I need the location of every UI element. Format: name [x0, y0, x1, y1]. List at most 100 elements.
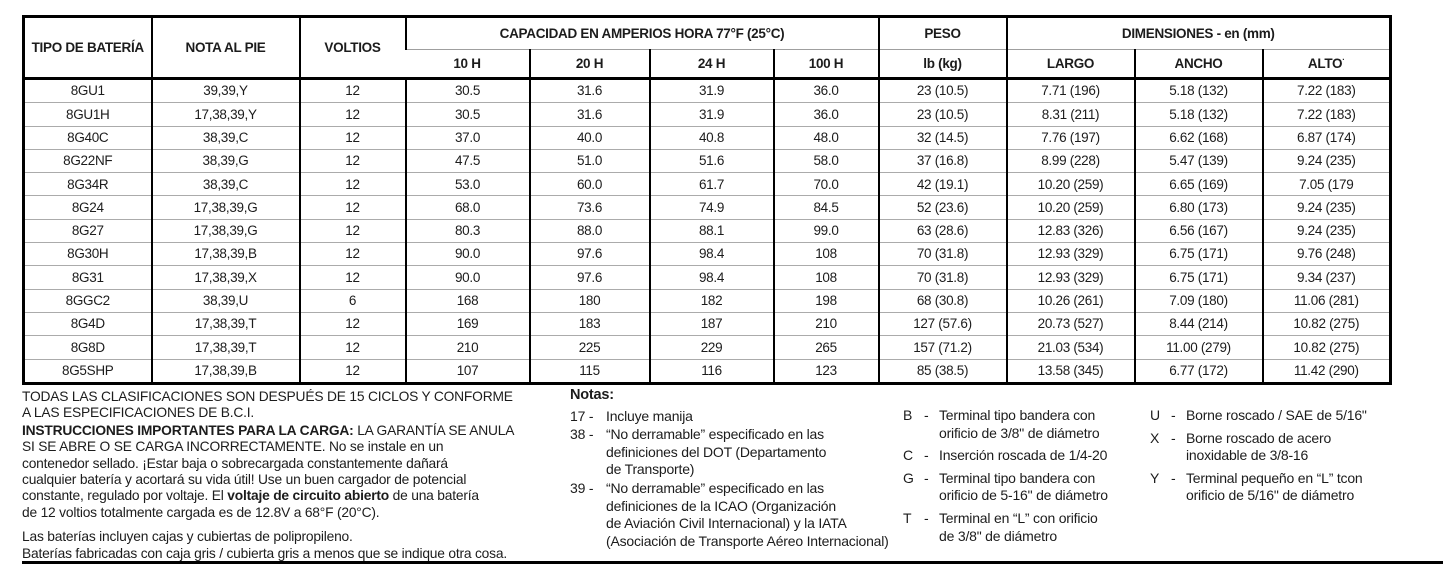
- cell-ancho: 7.09 (180): [1133, 288, 1263, 313]
- note-number: 39 -: [570, 479, 594, 496]
- table-row: 8GU1 39,39,Y 12 30.5 31.6 31.9 36.0 23 (10.5) 7.…: [23, 76, 1391, 103]
- cell-nota: 17,38,39,X: [150, 265, 300, 290]
- notes-list: 17 - Incluye manija 38 - “No derramable” es…: [570, 408, 922, 551]
- cell-c20: 115: [528, 358, 650, 384]
- cell-c10: 53.0: [404, 172, 530, 196]
- notes-title: Notas:: [570, 387, 614, 403]
- cell-peso: 37 (16.8): [877, 148, 1007, 173]
- cell-tipo: 8GGC2: [23, 288, 152, 313]
- cell-c20: 97.6: [528, 242, 650, 266]
- cell-ancho: 8.44 (214): [1133, 311, 1263, 336]
- terminal-legend-item: B - Terminal tipo bandera con orificio de …: [903, 407, 1150, 442]
- cell-largo: 10.20 (259): [1005, 195, 1135, 220]
- terminal-code-separator: -: [924, 509, 929, 526]
- cell-alto: 9.34 (237): [1261, 265, 1391, 290]
- cell-c100: 84.5: [772, 195, 879, 220]
- note-number: 38 -: [570, 426, 594, 443]
- cell-largo: 7.76 (197): [1005, 125, 1135, 150]
- cell-voltios: 12: [298, 311, 406, 336]
- charging-instructions-text-2: de una batería de 12 voltios totalmente …: [22, 488, 479, 520]
- col-header-nota-al-pie: NOTA AL PIE: [150, 16, 300, 79]
- cell-voltios: 12: [298, 265, 406, 290]
- cell-c24: 51.6: [648, 148, 774, 173]
- terminal-legend-column-2: U - Borne roscado / SAE de 5/16" X - Borne ro…: [1150, 407, 1448, 510]
- cell-c24: 98.4: [648, 242, 774, 266]
- cell-largo: 12.83 (326): [1005, 218, 1135, 243]
- cell-c20: 60.0: [528, 172, 650, 196]
- cell-ancho: 5.47 (139): [1133, 148, 1263, 173]
- cell-nota: 38,39,C: [150, 172, 300, 196]
- col-header-100h: 100 H: [772, 49, 879, 79]
- terminal-description: Inserción roscada de 1/4-20: [939, 447, 1108, 464]
- cell-voltios: 12: [298, 335, 406, 360]
- cell-c100: 70.0: [772, 172, 879, 196]
- cell-alto: 7.22 (183): [1261, 102, 1391, 127]
- cell-tipo: 8G8D: [23, 335, 152, 360]
- cell-c10: 90.0: [404, 242, 530, 266]
- note-text: “No derramable” especificado en las defi…: [606, 479, 889, 549]
- cell-c24: 182: [648, 288, 774, 313]
- cell-ancho: 6.75 (171): [1133, 242, 1263, 266]
- terminal-code: Y: [1150, 469, 1160, 486]
- terminal-code-separator: -: [924, 469, 929, 486]
- cell-ancho: 6.80 (173): [1133, 195, 1263, 220]
- cell-c10: 107: [404, 358, 530, 384]
- cell-voltios: 12: [298, 76, 406, 103]
- terminal-code-separator: -: [1171, 429, 1176, 446]
- cell-alto: 9.76 (248): [1261, 242, 1391, 266]
- cell-c20: 180: [528, 288, 650, 313]
- cell-largo: 8.99 (228): [1005, 148, 1135, 173]
- cell-nota: 17,38,39,T: [150, 335, 300, 360]
- open-circuit-voltage-bold: voltaje de circuito abierto: [227, 488, 390, 504]
- cell-voltios: 12: [298, 172, 406, 196]
- cell-nota: 17,38,39,T: [150, 311, 300, 336]
- terminal-legend-item: X - Borne roscado de acero inoxidable de 3…: [1150, 430, 1448, 465]
- cell-c24: 61.7: [648, 172, 774, 196]
- cell-c100: 108: [772, 242, 879, 266]
- cell-tipo: 8G34R: [23, 172, 152, 196]
- group-header-dimensiones: DIMENSIONES - en (mm): [1005, 16, 1391, 50]
- cell-c24: 74.9: [648, 195, 774, 220]
- cell-c100: 108: [772, 265, 879, 290]
- cell-peso: 68 (30.8): [877, 288, 1007, 313]
- cell-largo: 21.03 (534): [1005, 335, 1135, 360]
- cell-c100: 58.0: [772, 148, 879, 173]
- cell-c10: 47.5: [404, 148, 530, 173]
- cell-ancho: 6.75 (171): [1133, 265, 1263, 290]
- cell-alto: 7.22 (183): [1261, 76, 1391, 103]
- cell-c20: 31.6: [528, 102, 650, 127]
- note-text: Incluye manija: [606, 407, 693, 424]
- cell-c10: 30.5: [404, 76, 530, 103]
- table-body: 8GU1 39,39,Y 12 30.5 31.6 31.9 36.0 23 (10.5) 7.…: [23, 76, 1391, 384]
- cell-tipo: 8G30H: [23, 242, 152, 266]
- cell-c10: 80.3: [404, 218, 530, 243]
- terminal-code-separator: -: [1171, 407, 1176, 423]
- cell-c100: 265: [772, 335, 879, 360]
- cell-c100: 36.0: [772, 76, 879, 103]
- terminal-description: Terminal tipo bandera con orificio de 5-…: [939, 469, 1108, 504]
- table-row: 8G24 17,38,39,G 12 68.0 73.6 74.9 84.5 52 (23.6…: [23, 195, 1391, 220]
- col-header-voltios: VOLTIOS: [298, 16, 406, 79]
- cell-c24: 98.4: [648, 265, 774, 290]
- cell-c24: 116: [648, 358, 774, 384]
- note-number: 17 -: [570, 407, 594, 424]
- terminal-code-separator: -: [924, 407, 929, 423]
- cell-peso: 23 (10.5): [877, 102, 1007, 127]
- cell-c20: 31.6: [528, 76, 650, 103]
- charging-instructions: INSTRUCCIONES IMPORTANTES PARA LA CARGA:…: [22, 423, 570, 521]
- cell-voltios: 12: [298, 125, 406, 150]
- table-row: 8G8D 17,38,39,T 12 210 225 229 265 157 (71.2) 21…: [23, 335, 1391, 360]
- ratings-statement: TODAS LAS CLASIFICACIONES SON DESPUÉS DE…: [22, 389, 513, 421]
- terminal-description: Borne roscado / SAE de 5/16": [1186, 407, 1367, 423]
- terminal-code: X: [1150, 429, 1160, 446]
- cell-alto: 9.24 (235): [1261, 195, 1391, 220]
- cell-nota: 17,38,39,G: [150, 195, 300, 220]
- cell-largo: 12.93 (329): [1005, 265, 1135, 290]
- cell-nota: 39,39,Y: [150, 76, 300, 103]
- charging-instructions-text-1: LA GARANTÍA SE ANULA SI SE ABRE O SE CAR…: [22, 422, 515, 504]
- cell-c10: 169: [404, 311, 530, 336]
- cell-tipo: 8G4D: [23, 311, 152, 336]
- table-row: 8G34R 38,39,C 12 53.0 60.0 61.7 70.0 42 (19.1) 1…: [23, 172, 1391, 196]
- cell-largo: 13.58 (345): [1005, 358, 1135, 384]
